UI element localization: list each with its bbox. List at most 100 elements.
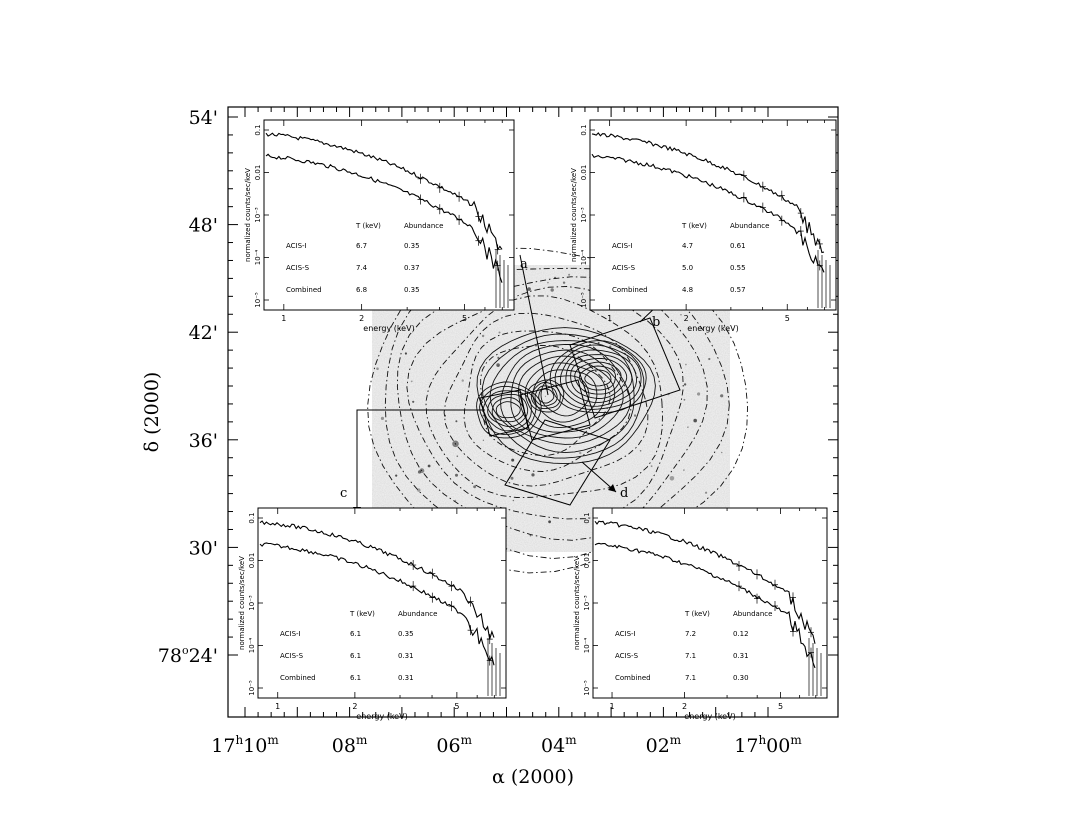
region-box-c [479, 389, 529, 437]
star [512, 499, 515, 502]
inset-d: 1 2 5 energy (keV) 10⁻⁵ 10⁻⁴ 10⁻³ 0.01 0.1 normal… [573, 507, 828, 721]
inset-y-tick-label: 0.1 [583, 512, 591, 523]
inset-x-label: energy (keV) [363, 324, 414, 333]
x-tick-label: 02m [646, 733, 682, 757]
x-tick-minutes: 08 [332, 735, 356, 757]
x-tick-minutes: 04 [541, 735, 565, 757]
y-tick-minutes: 24' [189, 645, 218, 667]
inset-x-tick-label: 5 [454, 702, 459, 711]
star [461, 379, 464, 382]
inset-y-tick-label: 10⁻⁵ [254, 292, 262, 308]
table-header-temperature: T (keV) [684, 610, 710, 618]
optical-image [372, 265, 730, 552]
spectrum-acis-i [594, 542, 816, 669]
connector-line [519, 254, 549, 396]
inset-x-tick-label: 5 [778, 702, 783, 711]
spectrum-acis-i [591, 153, 825, 273]
table-row-abundance: 0.61 [730, 242, 746, 250]
table-row-temperature: 7.2 [685, 630, 696, 638]
y-tick-minutes: 54' [189, 107, 218, 129]
x-tick-minutes: 06 [436, 735, 460, 757]
y-tick-label: 30' [189, 537, 218, 559]
peak-contour [584, 369, 612, 387]
inset-frame [257, 507, 507, 699]
x-axis-title: α (2000) [492, 766, 574, 788]
table-row-temperature: 6.7 [356, 242, 367, 250]
table-header-temperature: T (keV) [355, 222, 381, 230]
y-tick-label: 42' [189, 322, 218, 344]
star [412, 400, 415, 403]
inset-y-tick-label: 10⁻³ [580, 207, 588, 223]
x-tick-hours: 17 [734, 735, 758, 757]
inset-x-tick-label: 2 [359, 314, 364, 323]
inset-y-label: normalized counts/sec/keV [238, 556, 246, 650]
star [544, 395, 547, 397]
inset-y-tick-label: 10⁻⁴ [248, 638, 256, 654]
inset-y-tick-label: 10⁻⁵ [248, 680, 256, 696]
table-row-temperature: 6.1 [350, 652, 361, 660]
table-row-temperature: 7.1 [685, 652, 696, 660]
star [687, 426, 689, 428]
peak-contour [495, 401, 521, 419]
peak-contour [538, 388, 555, 404]
peak-contour [554, 344, 642, 410]
inset-y-tick-label: 0.1 [254, 124, 262, 135]
star [473, 485, 476, 489]
y-tick-minutes: 30' [189, 537, 218, 559]
inset-y-tick-label: 0.01 [580, 165, 588, 181]
inset-x-label: energy (keV) [356, 712, 407, 721]
table-row-temperature: 5.0 [682, 264, 693, 272]
star [562, 281, 566, 284]
table-row-name: Combined [615, 674, 651, 682]
inset-x-tick-label: 2 [684, 314, 689, 323]
star [455, 420, 458, 423]
table-row-temperature: 6.1 [350, 630, 361, 638]
inset-y-label: normalized counts/sec/keV [570, 168, 578, 262]
inset-x-tick-label: 2 [682, 702, 687, 711]
table-header-abundance: Abundance [733, 610, 772, 618]
inset-y-tick-label: 0.01 [248, 553, 256, 569]
table-row-abundance: 0.37 [404, 264, 420, 272]
spectrum-acis-s [591, 132, 825, 254]
arrow-head [608, 484, 616, 492]
table-row-name: ACIS-I [286, 242, 307, 250]
table-row-name: ACIS-S [615, 652, 639, 660]
region-label: b [652, 315, 660, 330]
star [395, 474, 398, 477]
region-box-d [504, 419, 611, 506]
inner-contour [510, 349, 624, 439]
inner-contour [489, 340, 635, 454]
x-tick-minutes: 02 [646, 735, 670, 757]
star [427, 464, 431, 468]
inner-contour [482, 333, 645, 459]
star [708, 357, 711, 361]
star [548, 520, 551, 524]
star [410, 380, 413, 383]
table-header-abundance: Abundance [404, 222, 443, 230]
inset-x-label: energy (keV) [684, 712, 735, 721]
inset-x-tick-label: 5 [462, 314, 467, 323]
star [417, 488, 421, 492]
table-row-name: ACIS-S [286, 264, 310, 272]
table-row-abundance: 0.31 [398, 674, 414, 682]
table-row-name: Combined [286, 286, 322, 294]
star [376, 367, 379, 371]
star [720, 394, 724, 398]
inset-y-tick-label: 10⁻⁵ [583, 680, 591, 696]
star [531, 473, 535, 477]
inset-y-tick-label: 10⁻³ [248, 595, 256, 611]
star [380, 416, 384, 420]
table-row-temperature: 7.1 [685, 674, 696, 682]
y-tick-label: 78o24' [158, 644, 218, 667]
table-row-name: ACIS-I [280, 630, 301, 638]
table-row-abundance: 0.57 [730, 286, 746, 294]
inset-x-tick-label: 1 [607, 314, 612, 323]
table-row-name: Combined [612, 286, 648, 294]
x-tick-minutes: 10 [243, 735, 267, 757]
x-tick-label: 08m [332, 733, 368, 757]
star [482, 439, 485, 441]
inset-x-tick-label: 2 [352, 702, 357, 711]
star [720, 451, 723, 454]
star [454, 499, 457, 502]
